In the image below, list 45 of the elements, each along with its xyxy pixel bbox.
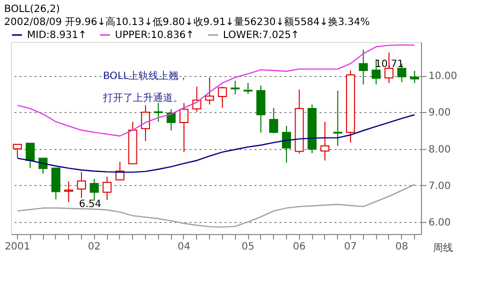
y-tick-label: 6.00 [428, 217, 451, 228]
x-tick-label: 02 [88, 242, 101, 252]
candlestick [64, 180, 74, 203]
candlestick [90, 178, 99, 202]
y-tick-label: 7.00 [428, 180, 451, 192]
candlestick [192, 86, 202, 112]
y-tick-label: 8.00 [428, 144, 451, 156]
legend-label: LOWER:7.025↑ [223, 30, 300, 41]
candlestick [218, 86, 227, 108]
candlestick [410, 70, 420, 84]
y-tick-label: 9.00 [428, 108, 451, 119]
candlestick [205, 76, 214, 106]
y-tick-label: 10.00 [428, 71, 458, 82]
candlestick [282, 125, 291, 164]
candlestick [358, 49, 368, 85]
candlestick [244, 82, 253, 94]
annotation: 6.54 [79, 199, 102, 210]
line-series [16, 184, 416, 228]
legend-label: MID:8.931↑ [27, 30, 87, 41]
x-tick-label: 06 [292, 242, 306, 252]
candlestick [179, 102, 188, 153]
x-tick-label: 2001 [4, 242, 30, 252]
x-tick-label: 08 [395, 242, 408, 252]
x-tick-label: 04 [178, 242, 190, 252]
legend-label: UPPER:10.836↑ [115, 30, 194, 41]
x-tick-label: 07 [344, 242, 357, 252]
candlestick [320, 121, 330, 161]
candlestick [76, 172, 86, 198]
chart-title: BOLL(26,2) [4, 4, 60, 15]
candlestick [154, 102, 163, 122]
text: 周线 [433, 242, 453, 254]
annotation: 打开了上升通道。 [102, 92, 183, 104]
candlestick [51, 168, 60, 200]
candlestick [26, 142, 35, 169]
candlestick [333, 90, 342, 146]
candlestick [230, 80, 240, 95]
candlestick [102, 176, 112, 200]
candlestick [269, 107, 278, 134]
x-tick-label: 05 [242, 242, 254, 252]
chart-subtitle: 2002/08/09 开9.96↓高10.13↓低9.80↓收9.91↓量56230↓额5584↓换3.34% [4, 16, 370, 28]
line-series [16, 44, 416, 137]
candlestick [12, 144, 22, 158]
candlestick [141, 104, 150, 142]
candlestick [166, 108, 176, 132]
annotation: BOLL上轨线上翘， [103, 70, 189, 82]
